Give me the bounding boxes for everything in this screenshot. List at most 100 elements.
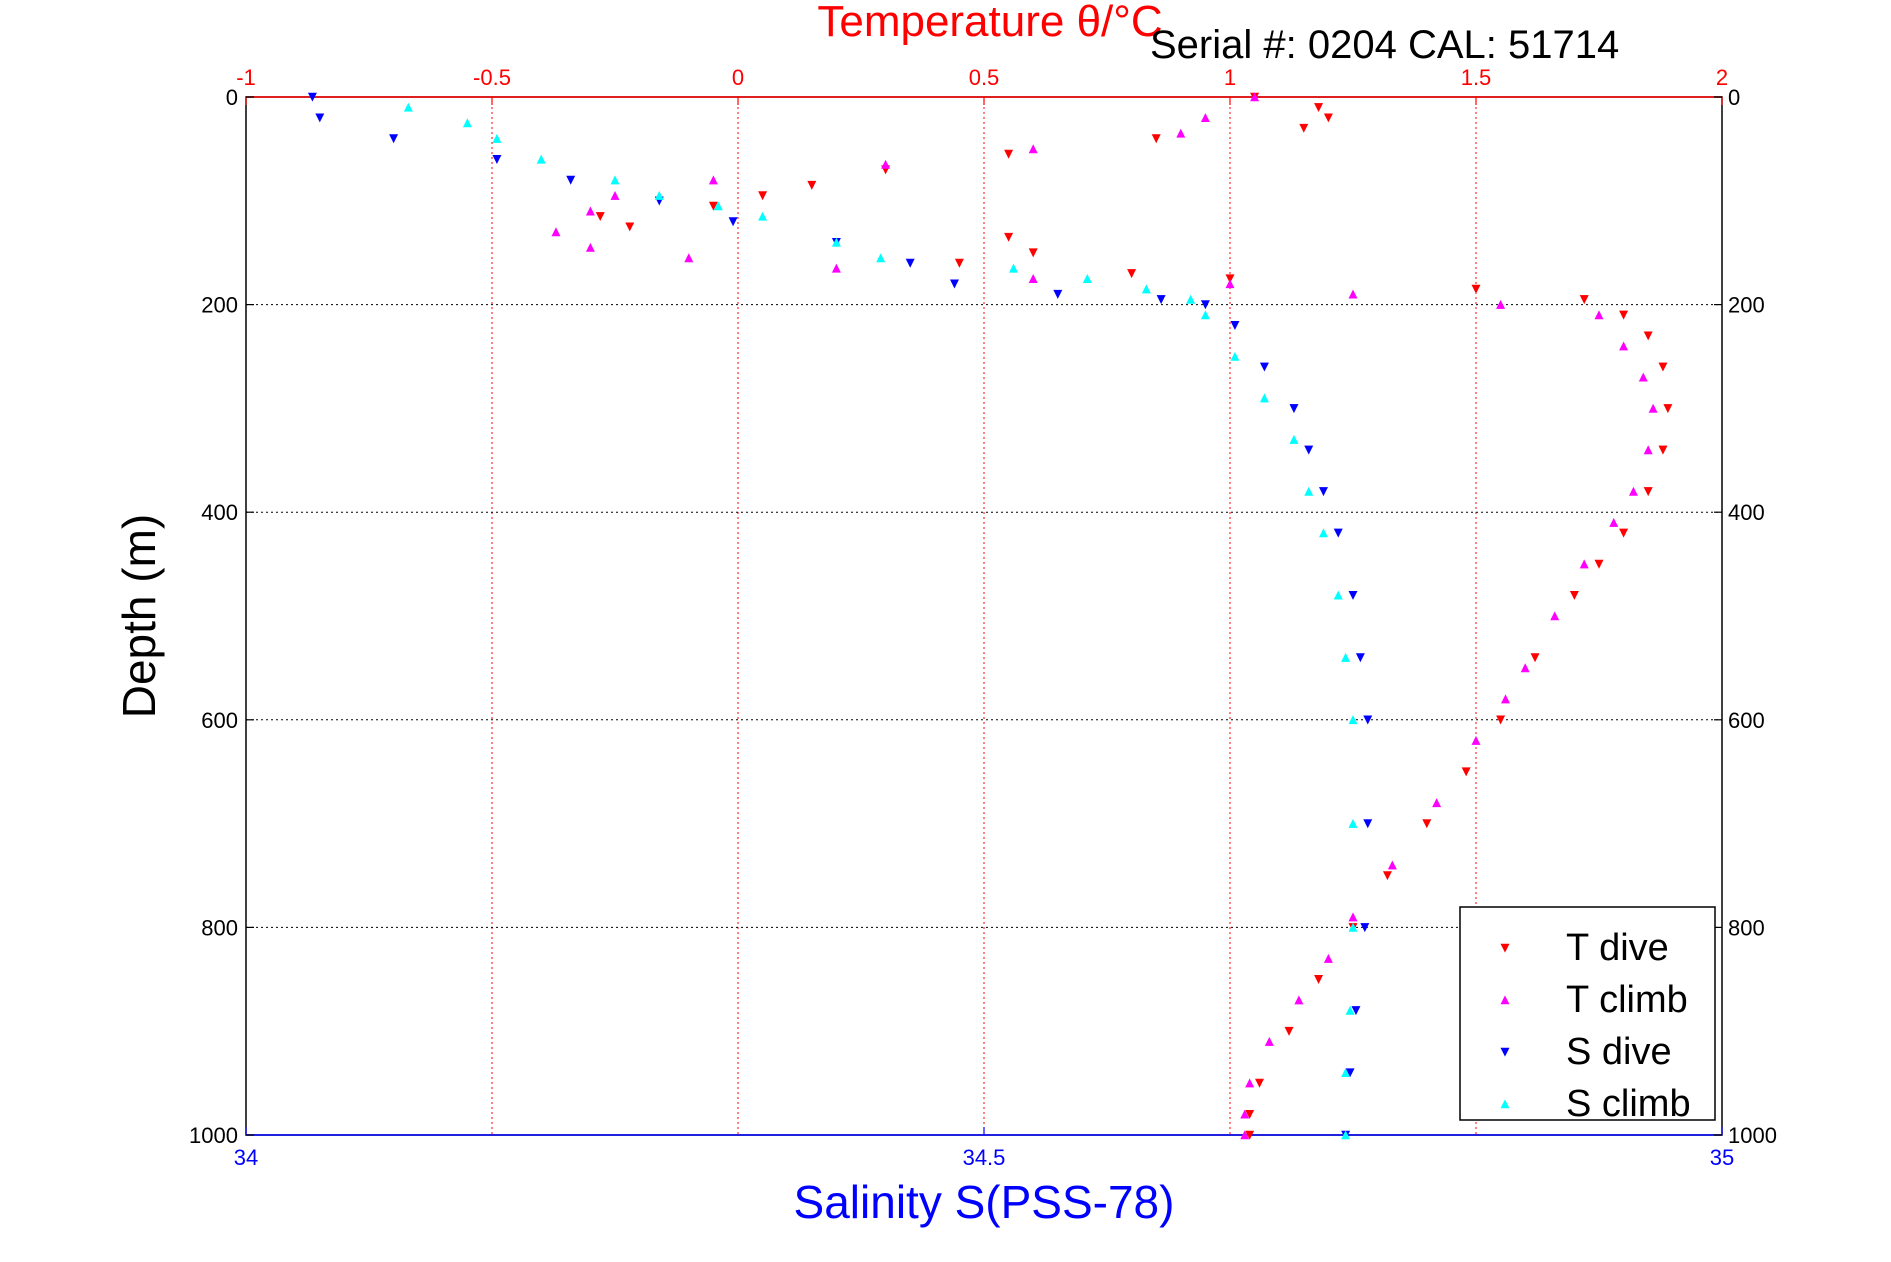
data-point — [1225, 279, 1235, 289]
data-point — [1345, 1068, 1355, 1078]
data-point — [1363, 715, 1373, 725]
data-point — [1151, 134, 1161, 144]
data-point — [831, 263, 841, 273]
temp-tick-label: 0.5 — [969, 65, 1000, 90]
data-point — [1245, 1130, 1255, 1140]
data-point — [1323, 953, 1333, 963]
data-point — [1341, 1068, 1351, 1078]
data-point — [1200, 300, 1210, 310]
data-point — [1348, 590, 1358, 600]
data-point — [1240, 1109, 1250, 1119]
depth-tick-label-left: 800 — [201, 915, 238, 940]
data-point — [315, 113, 325, 123]
data-point — [1579, 559, 1589, 569]
data-point — [1028, 273, 1038, 283]
data-point — [1250, 92, 1260, 102]
data-point — [1432, 798, 1442, 808]
data-point — [728, 217, 738, 227]
legend-marker — [1500, 1047, 1510, 1057]
data-point — [610, 190, 620, 200]
data-point — [1530, 653, 1540, 663]
data-point — [1579, 295, 1589, 305]
data-point — [1496, 299, 1506, 309]
data-point — [1643, 487, 1653, 497]
legend: T dive T climb S dive S climb — [1459, 906, 1716, 1125]
salinity-tick-label: 34.5 — [963, 1145, 1006, 1170]
temp-tick-label: 2 — [1716, 65, 1728, 90]
salinity-axis-label: Salinity S(PSS-78) — [794, 1176, 1175, 1228]
data-point — [1304, 445, 1314, 455]
data-point — [625, 222, 635, 232]
data-point — [1028, 248, 1038, 258]
data-point — [566, 175, 576, 185]
data-point — [1348, 912, 1358, 922]
data-point — [1245, 1109, 1255, 1119]
depth-tick-label-right: 400 — [1728, 500, 1765, 525]
data-point — [1318, 487, 1328, 497]
data-point — [876, 253, 886, 263]
data-point — [536, 154, 546, 164]
data-point — [1318, 528, 1328, 538]
data-point — [1638, 372, 1648, 382]
data-point — [1348, 818, 1358, 828]
legend-label: T climb — [1566, 979, 1688, 1021]
data-point — [1628, 486, 1638, 496]
data-point — [1156, 295, 1166, 305]
data-point — [1255, 1078, 1265, 1088]
depth-tick-label-right: 1000 — [1728, 1123, 1777, 1148]
data-point — [1619, 341, 1629, 351]
data-point — [1225, 274, 1235, 284]
data-point — [654, 190, 664, 200]
data-point — [1341, 652, 1351, 662]
data-point — [610, 175, 620, 185]
depth-tick-label-right: 0 — [1728, 85, 1740, 110]
depth-tick-label-left: 0 — [226, 85, 238, 110]
data-point — [462, 118, 472, 128]
data-point — [1240, 1130, 1250, 1140]
legend-box — [1459, 906, 1716, 1121]
data-point — [1351, 1006, 1361, 1016]
data-point — [1289, 434, 1299, 444]
data-point — [307, 92, 317, 102]
depth-tick-label-left: 200 — [201, 293, 238, 318]
data-point — [1658, 362, 1668, 372]
data-point — [389, 134, 399, 144]
data-point — [1355, 653, 1365, 663]
series-s-climb — [403, 102, 1358, 1140]
data-point — [1496, 715, 1506, 725]
data-point — [551, 227, 561, 237]
data-point — [684, 253, 694, 263]
data-point — [1230, 321, 1240, 331]
data-point — [1245, 1078, 1255, 1088]
temp-tick-label: 1 — [1224, 65, 1236, 90]
data-point — [758, 191, 768, 201]
depth-tick-label-left: 400 — [201, 500, 238, 525]
data-point — [1314, 103, 1324, 113]
legend-marker — [1500, 995, 1510, 1005]
data-point — [1341, 1130, 1351, 1140]
legend-items: T dive T climb S dive S climb — [1500, 927, 1691, 1125]
data-point — [1348, 715, 1358, 725]
temperature-axis-title: Temperature θ/°C — [817, 0, 1162, 46]
temp-tick-label: 1.5 — [1461, 65, 1492, 90]
data-point — [1663, 404, 1673, 414]
depth-tick-label-right: 600 — [1728, 708, 1765, 733]
data-point — [1314, 975, 1324, 984]
data-point — [492, 133, 502, 143]
data-point — [1176, 128, 1186, 138]
serial-calibration-label: Serial #: 0204 CAL: 51714 — [1150, 23, 1619, 67]
data-point — [1360, 923, 1370, 933]
data-point — [1422, 819, 1432, 829]
data-point — [1323, 113, 1333, 123]
data-point — [1643, 331, 1653, 341]
data-point — [1387, 860, 1397, 870]
data-point — [492, 154, 502, 164]
temp-tick-label: -0.5 — [473, 65, 511, 90]
salinity-tick-label: 35 — [1710, 1145, 1734, 1170]
data-point — [1471, 735, 1481, 745]
data-point — [585, 242, 595, 252]
data-point — [831, 237, 841, 247]
data-point — [1333, 528, 1343, 538]
